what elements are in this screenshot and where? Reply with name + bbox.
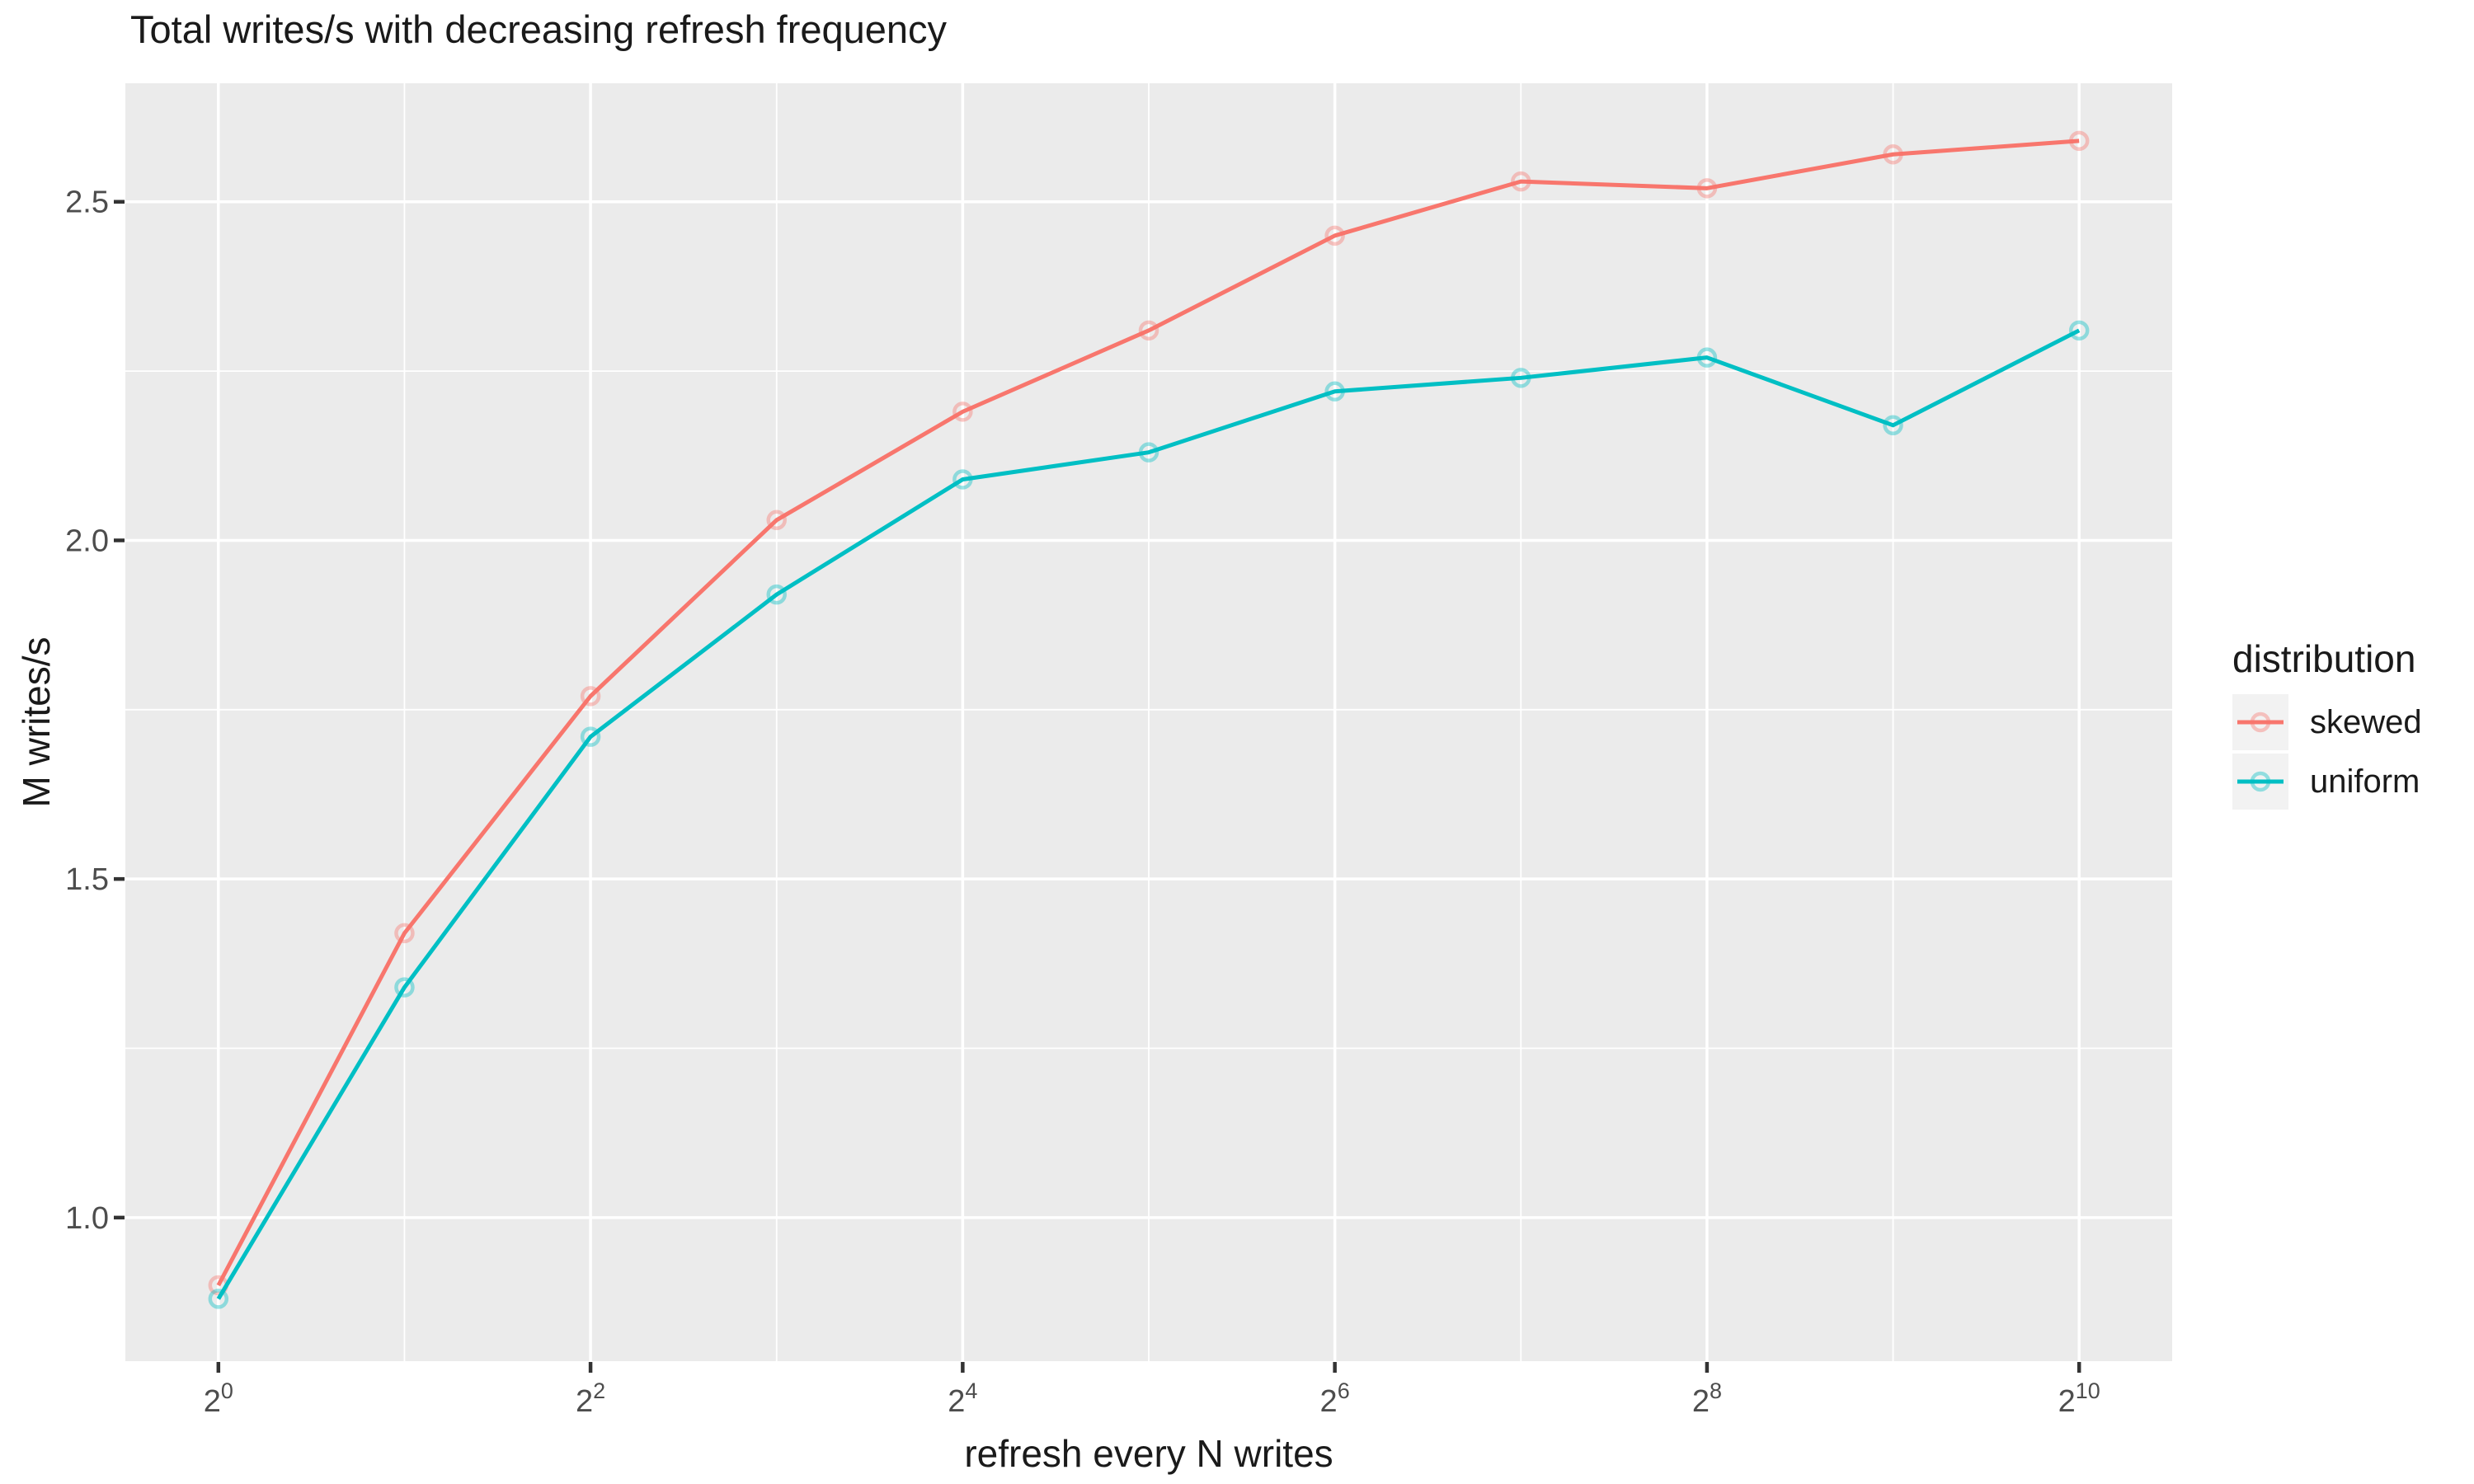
x-tick-label: 24 (948, 1378, 977, 1419)
data-point-skewed (766, 510, 787, 531)
data-point-uniform (208, 1289, 229, 1309)
series-line-uniform (216, 328, 2081, 1300)
data-point-uniform (1138, 442, 1159, 463)
data-point-skewed (1511, 171, 1531, 192)
data-point-uniform (2068, 320, 2090, 341)
x-tick-label: 22 (576, 1378, 605, 1419)
data-point-uniform (580, 726, 601, 747)
series-line-skewed (216, 139, 2080, 1287)
x-tick-label: 28 (1692, 1378, 1722, 1419)
x-tick-label: 26 (1320, 1378, 1350, 1419)
data-point-uniform (1511, 368, 1531, 388)
y-tick-label: 1.5 (65, 862, 109, 897)
chart-title: Total writes/s with decreasing refresh f… (130, 7, 948, 51)
legend-label-uniform: uniform (2310, 763, 2420, 800)
data-point-skewed (1883, 143, 1903, 165)
x-tick-label: 210 (2058, 1378, 2100, 1419)
x-tick-label: 20 (204, 1378, 233, 1419)
data-point-uniform (394, 977, 415, 998)
legend-key-skewed-swatch (2232, 694, 2288, 750)
legend-title: distribution (2232, 637, 2416, 680)
legend-label-skewed: skewed (2310, 703, 2422, 740)
data-point-skewed (1138, 320, 1159, 341)
y-axis-title: M writes/s (15, 636, 58, 808)
data-point-skewed (1696, 178, 1718, 199)
y-tick-label: 2.0 (65, 524, 109, 558)
y-tick-label: 1.0 (65, 1201, 109, 1236)
legend-key-uniform-swatch (2232, 754, 2288, 810)
legend: distribution skewed uniform (2232, 636, 2422, 813)
data-point-uniform (766, 584, 787, 605)
data-point-uniform (1883, 415, 1903, 436)
data-point-uniform (1324, 381, 1345, 402)
data-point-skewed (394, 923, 415, 944)
data-point-skewed (1324, 225, 1345, 247)
data-point-uniform (1696, 347, 1718, 368)
x-axis-title: refresh every N writes (964, 1432, 1333, 1475)
data-point-skewed (580, 686, 601, 707)
data-point-skewed (952, 402, 973, 422)
data-point-uniform (952, 469, 973, 490)
legend-entry-skewed: skewed (2232, 694, 2422, 750)
legend-entry-uniform: uniform (2232, 754, 2422, 810)
y-tick-label: 2.5 (65, 186, 109, 220)
data-point-skewed (2068, 130, 2090, 152)
